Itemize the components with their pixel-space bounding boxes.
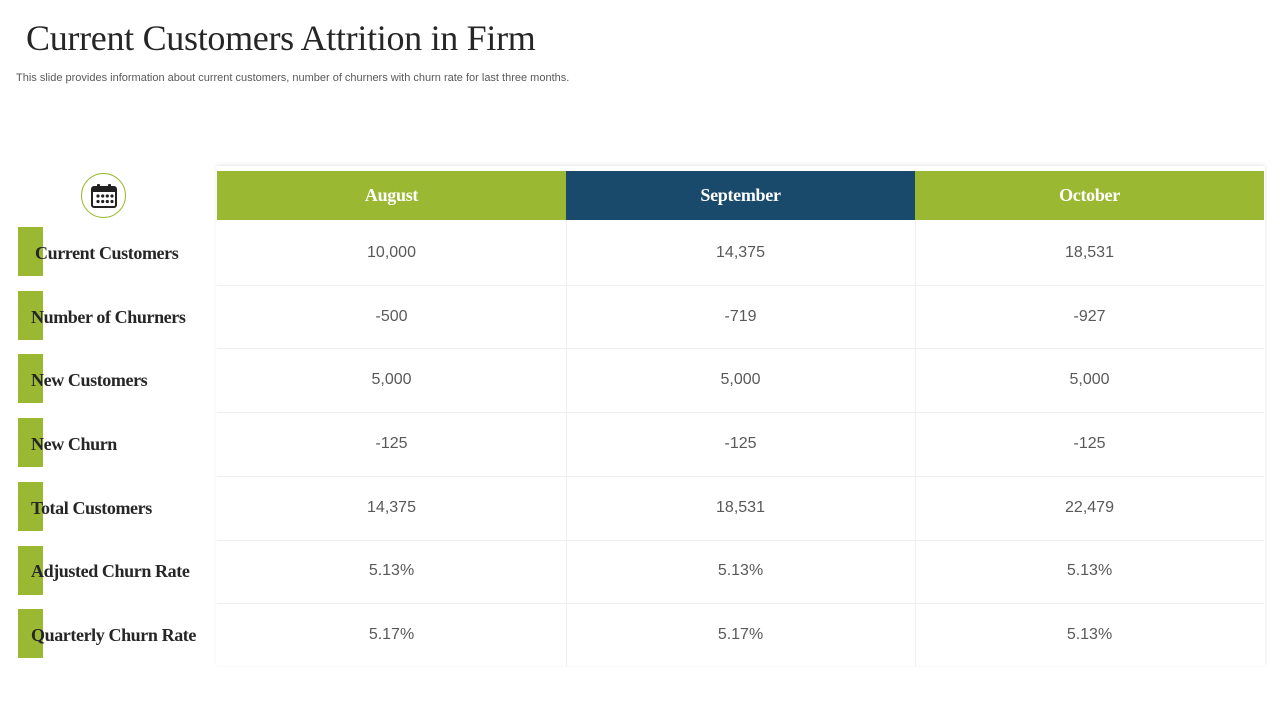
row-label: New Customers [31, 369, 148, 390]
table-cell: -927 [1073, 308, 1106, 325]
row-label: New Churn [31, 433, 117, 454]
table-cell: -125 [375, 435, 408, 452]
row-marker [18, 546, 43, 595]
table-cell: 18,531 [716, 499, 765, 516]
table-cell: -125 [724, 435, 757, 452]
table-cell: 5.13% [1066, 562, 1113, 579]
column-divider [566, 220, 567, 666]
row-divider [217, 603, 1264, 604]
slide-title: Current Customers Attrition in Firm [26, 18, 536, 58]
table-cell: 5.13% [1066, 626, 1113, 643]
row-divider [217, 285, 1264, 286]
table-cell: 14,375 [716, 244, 765, 261]
row-marker [18, 354, 43, 403]
row-divider [217, 476, 1264, 477]
row-divider [217, 540, 1264, 541]
column-header-1: September [566, 171, 915, 220]
table-cell: 5.13% [368, 562, 415, 579]
row-marker [18, 227, 43, 276]
table-cell: 5,000 [371, 371, 412, 388]
row-divider [217, 412, 1264, 413]
row-marker [18, 418, 43, 467]
row-label: Current Customers [35, 242, 179, 263]
table-cell: 5.17% [368, 626, 415, 643]
table-cell: 10,000 [367, 244, 416, 261]
table-cell: 5.17% [717, 626, 764, 643]
table-cell: -500 [375, 308, 408, 325]
table-cell: 5,000 [1069, 371, 1110, 388]
table-cell: -719 [724, 308, 757, 325]
slide-subtitle: This slide provides information about cu… [16, 72, 570, 84]
row-label: Quarterly Churn Rate [31, 624, 196, 645]
row-divider [217, 348, 1264, 349]
column-divider [915, 220, 916, 666]
row-label: Adjusted Churn Rate [31, 560, 190, 581]
calendar-icon [90, 183, 117, 208]
table-cell: 5.13% [717, 562, 764, 579]
table-cell: 14,375 [367, 499, 416, 516]
table-cell: 5,000 [720, 371, 761, 388]
column-header-0: August [217, 171, 566, 220]
calendar-badge [81, 173, 126, 218]
table-cell: 18,531 [1065, 244, 1114, 261]
table-cell: 22,479 [1065, 499, 1114, 516]
row-label: Total Customers [31, 497, 152, 518]
row-label: Number of Churners [31, 306, 186, 327]
table-cell: -125 [1073, 435, 1106, 452]
row-marker [18, 482, 43, 531]
row-marker [18, 609, 43, 658]
attrition-table [216, 166, 1265, 666]
row-marker [18, 291, 43, 340]
column-header-2: October [915, 171, 1264, 220]
